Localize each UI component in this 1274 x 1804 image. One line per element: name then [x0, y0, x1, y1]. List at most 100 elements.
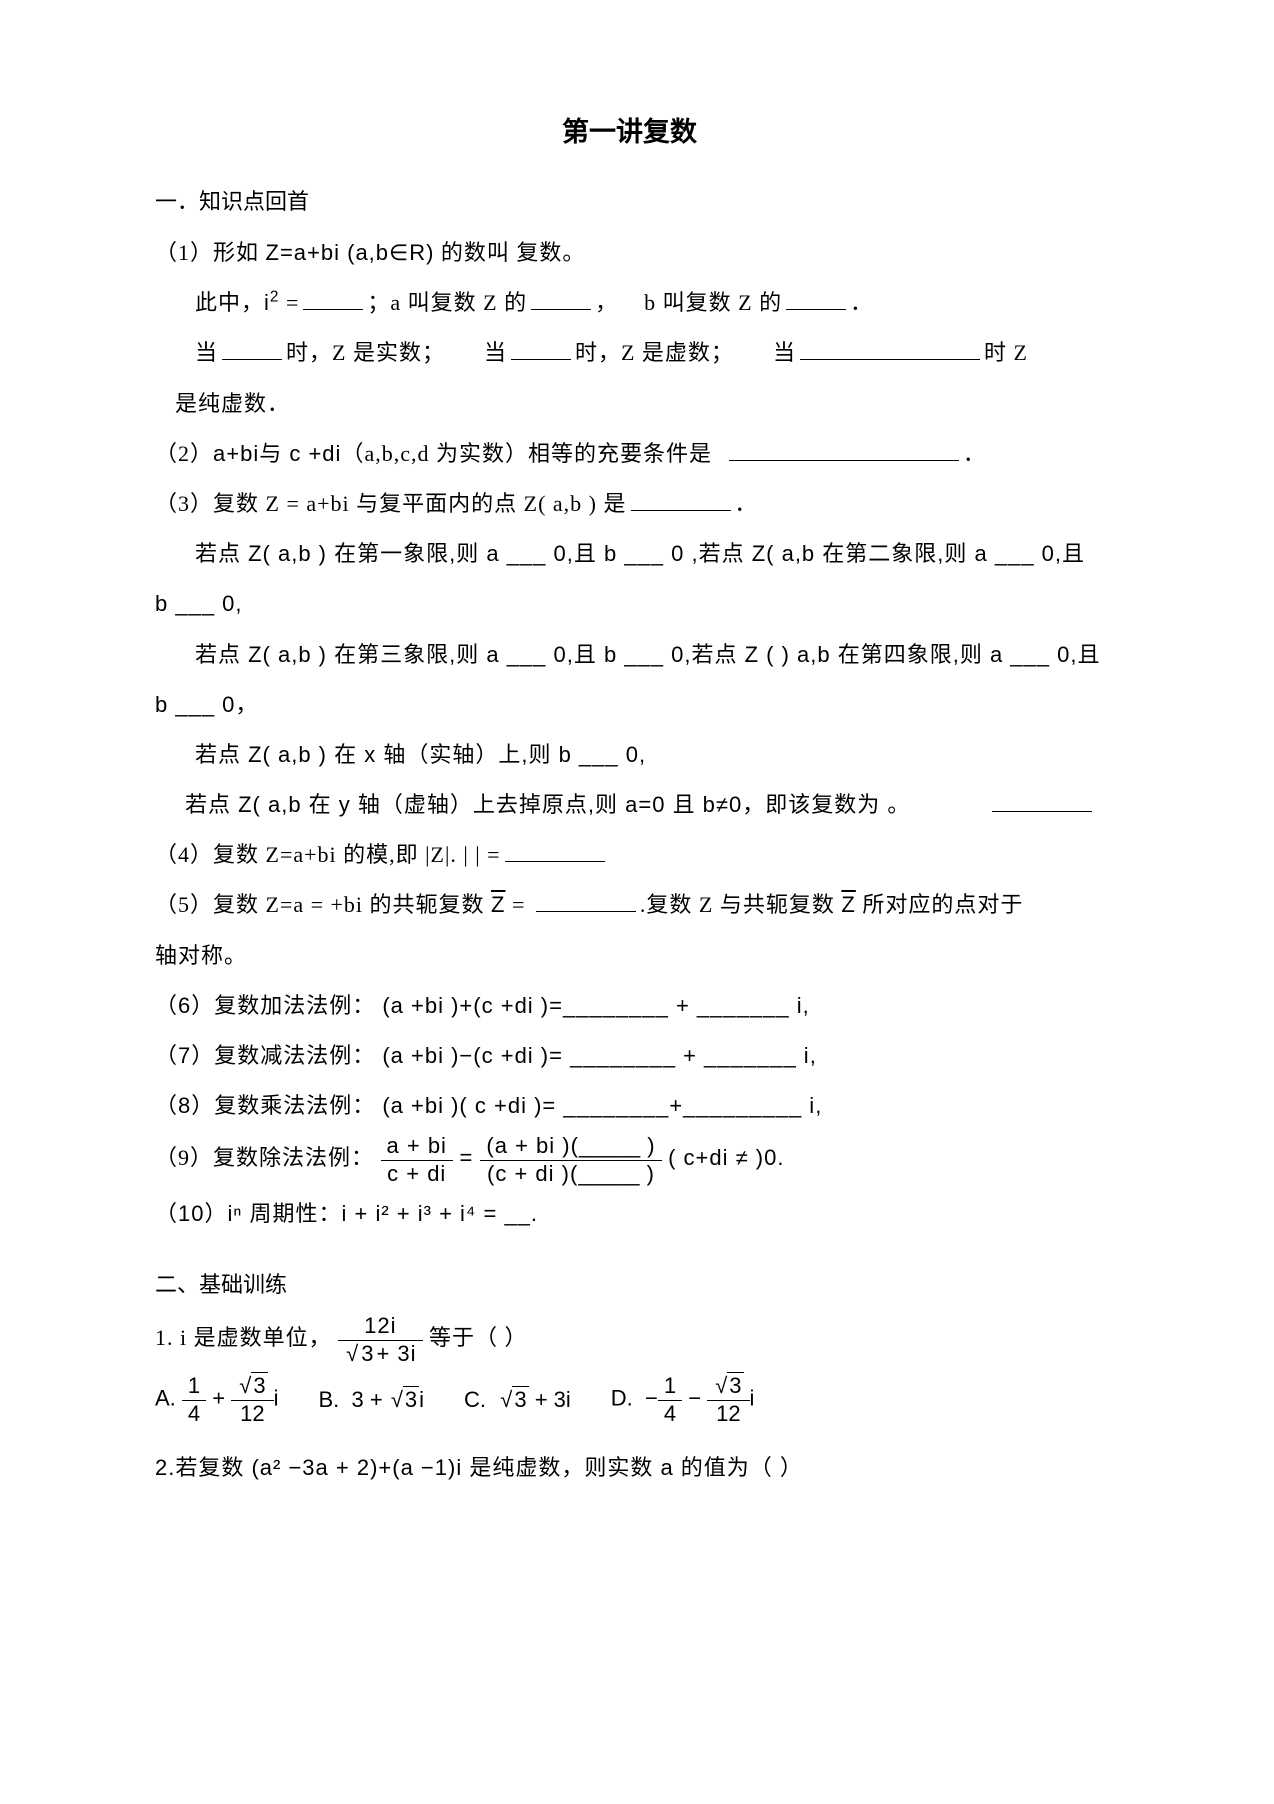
dash-blank: _____: [579, 1133, 640, 1159]
text: + 3i: [376, 1341, 416, 1366]
text: (a + bi )(: [486, 1133, 579, 1158]
text: 当: [484, 340, 507, 365]
text: 时 Z: [984, 340, 1028, 365]
fraction-right: (a + bi )(_____ ) (c + di )(_____ ): [480, 1133, 661, 1187]
frac-a1: 14: [182, 1373, 206, 1427]
text: b 叫复数 Z 的: [644, 290, 782, 315]
item-4: （4）复数 Z=a+bi 的模,即 |Z|. | | =: [155, 832, 1104, 878]
blank: [631, 490, 731, 511]
text: 的数叫 复数。: [434, 240, 585, 265]
text: 若点 Z( a,b ) 在第三象限,则 a ___ 0,且 b ___ 0,若点…: [195, 642, 1100, 667]
fraction-left: a + bi c + di: [381, 1133, 453, 1187]
denominator: 3+ 3i: [338, 1341, 422, 1367]
option-a: A. 14 + 312i: [155, 1373, 278, 1427]
item-3b: 若点 Z( a,b ) 在第三象限,则 a ___ 0,且 b ___ 0,若点…: [155, 632, 1104, 678]
blank: [222, 340, 282, 361]
item-3d: 若点 Z( a,b 在 y 轴（虚轴）上去掉原点,则 a=0 且 b≠0，即该复…: [155, 782, 1104, 828]
text: （5）复数 Z=a = +bi 的共轭复数: [155, 892, 491, 917]
text: b ___ 0，: [155, 692, 258, 717]
option-label: C.: [464, 1387, 486, 1412]
item-6: （6）复数加法法例： (a +bi )+(c +di )=________ + …: [155, 983, 1104, 1029]
text: （2）: [155, 441, 213, 466]
blank: [786, 289, 846, 310]
option-label: A.: [155, 1386, 176, 1411]
text: 若点 Z( a,b ) 在 x 轴（实轴）上,则 b ___ 0,: [195, 742, 646, 767]
text: 当: [195, 340, 218, 365]
text: （4）复数 Z=a+bi 的模,即 |Z|. | | =: [155, 842, 501, 867]
item-9: （9）复数除法法例： a + bi c + di = (a + bi )(___…: [155, 1133, 1104, 1187]
text: 此中，: [195, 290, 264, 315]
text: （1）形如: [155, 240, 266, 265]
text: (c + di )(: [487, 1161, 578, 1186]
item-2: （2）a+bi与 c +di（a,b,c,d 为实数）相等的充要条件是 ．: [155, 431, 1104, 477]
item-3: （3）复数 Z = a+bi 与复平面内的点 Z( a,b ) 是．: [155, 481, 1104, 527]
fraction-q1: 12i 3+ 3i: [338, 1313, 422, 1367]
text: .复数 Z 与共轭复数: [640, 892, 841, 917]
option-label: D.: [611, 1386, 633, 1411]
frac-d1: 14: [658, 1373, 682, 1427]
item-3b2: b ___ 0，: [155, 682, 1104, 728]
option-d: D. −14 − 312i: [611, 1373, 755, 1427]
text: ( c+di ≠ )0.: [668, 1145, 784, 1170]
blank: [531, 289, 591, 310]
text: =: [279, 290, 299, 315]
math: a+bi: [213, 441, 259, 466]
blank: [303, 289, 363, 310]
radicand: 3: [359, 1340, 376, 1366]
item-10: （10）iⁿ 周期性：i + i² + i³ + i⁴ = __.: [155, 1191, 1104, 1237]
item-3a: 若点 Z( a,b ) 在第一象限,则 a ___ 0,且 b ___ 0 ,若…: [155, 531, 1104, 577]
text: （9）复数除法法例：: [155, 1145, 381, 1170]
item-3c: 若点 Z( a,b ) 在 x 轴（实轴）上,则 b ___ 0,: [155, 732, 1104, 778]
numerator: a + bi: [381, 1133, 453, 1160]
frac-a2: 312: [231, 1373, 273, 1427]
item-1: （1）形如 Z=a+bi (a,b∈R) 的数叫 复数。: [155, 230, 1104, 276]
question-1-options: A. 14 + 312i B. 3 + 3i C. 3 + 3i D. −14 …: [155, 1373, 1104, 1427]
text: ．: [735, 491, 758, 516]
dash-blank: _____: [578, 1161, 639, 1187]
denominator: (c + di )(_____ ): [480, 1161, 661, 1187]
text: 若点 Z( a,b ) 在第一象限,则 a ___ 0,且 b ___ 0 ,若…: [195, 541, 1085, 566]
text: （6）复数加法法例： (a +bi )+(c +di )=________ + …: [155, 993, 810, 1018]
text: 当: [773, 340, 796, 365]
blank: [536, 892, 636, 913]
text: ，: [595, 290, 618, 315]
section-2-head: 二、基础训练: [155, 1267, 1104, 1299]
text: ．: [963, 441, 986, 466]
item-5: （5）复数 Z=a = +bi 的共轭复数 Z = .复数 Z 与共轭复数 Z …: [155, 882, 1104, 928]
blank: [511, 340, 571, 361]
option-c: C. 3 + 3i: [464, 1382, 571, 1417]
text: （a,b,c,d 为实数）相等的充要条件是: [341, 441, 712, 466]
item-1b-line2: 当时，Z 是实数； 当时，Z 是虚数； 当时 Z: [155, 330, 1104, 376]
text: ．: [850, 290, 873, 315]
text: 2.若复数 (a² −3a + 2)+(a −1)i 是纯虚数，则实数 a 的值…: [155, 1455, 803, 1480]
text: b ___ 0,: [155, 591, 243, 616]
item-7: （7）复数减法法例： (a +bi )−(c +di )= ________ +…: [155, 1033, 1104, 1079]
item-3a2: b ___ 0,: [155, 581, 1104, 627]
item-5b: 轴对称。: [155, 933, 1104, 979]
text: 1. i 是虚数单位，: [155, 1325, 338, 1350]
text: =: [506, 892, 532, 917]
text: ): [640, 1133, 655, 1158]
blank: [800, 340, 980, 361]
text: 等于（ ）: [429, 1325, 528, 1350]
sqrt-icon: 3: [344, 1341, 376, 1367]
blank: [729, 440, 959, 461]
text: ；a 叫复数 Z 的: [367, 290, 527, 315]
item-1b-line3: 是纯虚数．: [155, 381, 1104, 427]
option-b: B. 3 + 3i: [318, 1382, 424, 1417]
z-bar: Z: [491, 892, 505, 917]
text: 若点 Z( a,b 在 y 轴（虚轴）上去掉原点,则 a=0 且 b≠0，即该复…: [185, 792, 910, 817]
text: （10）iⁿ 周期性：i + i² + i³ + i⁴ = __.: [155, 1201, 538, 1226]
denominator: c + di: [381, 1161, 453, 1187]
section-1-head: 一．知识点回首: [155, 184, 1104, 216]
equals: =: [459, 1145, 480, 1170]
item-1b-line1: 此中，i2 =；a 叫复数 Z 的， b 叫复数 Z 的．: [155, 280, 1104, 326]
question-1: 1. i 是虚数单位， 12i 3+ 3i 等于（ ）: [155, 1313, 1104, 1367]
text: ): [640, 1161, 655, 1186]
blank: [992, 791, 1092, 812]
math: 与 c +di: [259, 441, 341, 466]
math-expr: Z=a+bi (a,b∈R): [266, 240, 435, 265]
blank: [505, 841, 605, 862]
text: 所对应的点对于: [856, 892, 1024, 917]
question-2: 2.若复数 (a² −3a + 2)+(a −1)i 是纯虚数，则实数 a 的值…: [155, 1445, 1104, 1491]
